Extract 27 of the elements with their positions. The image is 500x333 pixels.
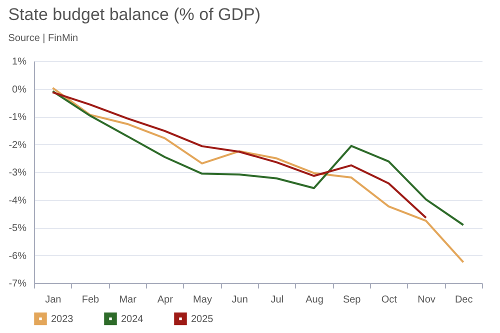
x-tick-label: May — [193, 294, 212, 306]
y-tick-label: -2% — [8, 140, 27, 151]
legend-label: 2023 — [51, 314, 74, 325]
y-tick-label: -1% — [8, 112, 27, 123]
x-tick-label: Jun — [232, 294, 248, 306]
x-tick-label: Mar — [119, 294, 138, 306]
x-tick-label: Jan — [45, 294, 62, 306]
x-tick-label: Nov — [418, 294, 436, 306]
x-tick-label: Oct — [381, 294, 398, 306]
x-tick-label: Feb — [82, 294, 100, 306]
x-tick-label: Sep — [342, 294, 362, 306]
chart-title: State budget balance (% of GDP) — [8, 5, 261, 24]
y-tick-label: -3% — [8, 168, 27, 178]
y-tick-label: 1% — [12, 56, 27, 68]
x-tick-label: Apr — [157, 294, 174, 306]
chart-subtitle: Source | FinMin — [8, 33, 78, 44]
y-tick-label: -6% — [8, 250, 27, 262]
x-tick-label: Aug — [306, 294, 324, 306]
y-tick-label: -5% — [8, 223, 27, 234]
y-tick-label: -4% — [8, 195, 27, 206]
x-tick-label: Jul — [270, 294, 284, 306]
line-series — [52, 86, 464, 264]
x-tick-label: Dec — [454, 294, 473, 306]
y-tick-label: 0% — [12, 84, 27, 96]
legend-label: 2024 — [121, 314, 144, 325]
legend-label: 2025 — [191, 314, 214, 325]
y-tick-label: -7% — [8, 278, 27, 290]
